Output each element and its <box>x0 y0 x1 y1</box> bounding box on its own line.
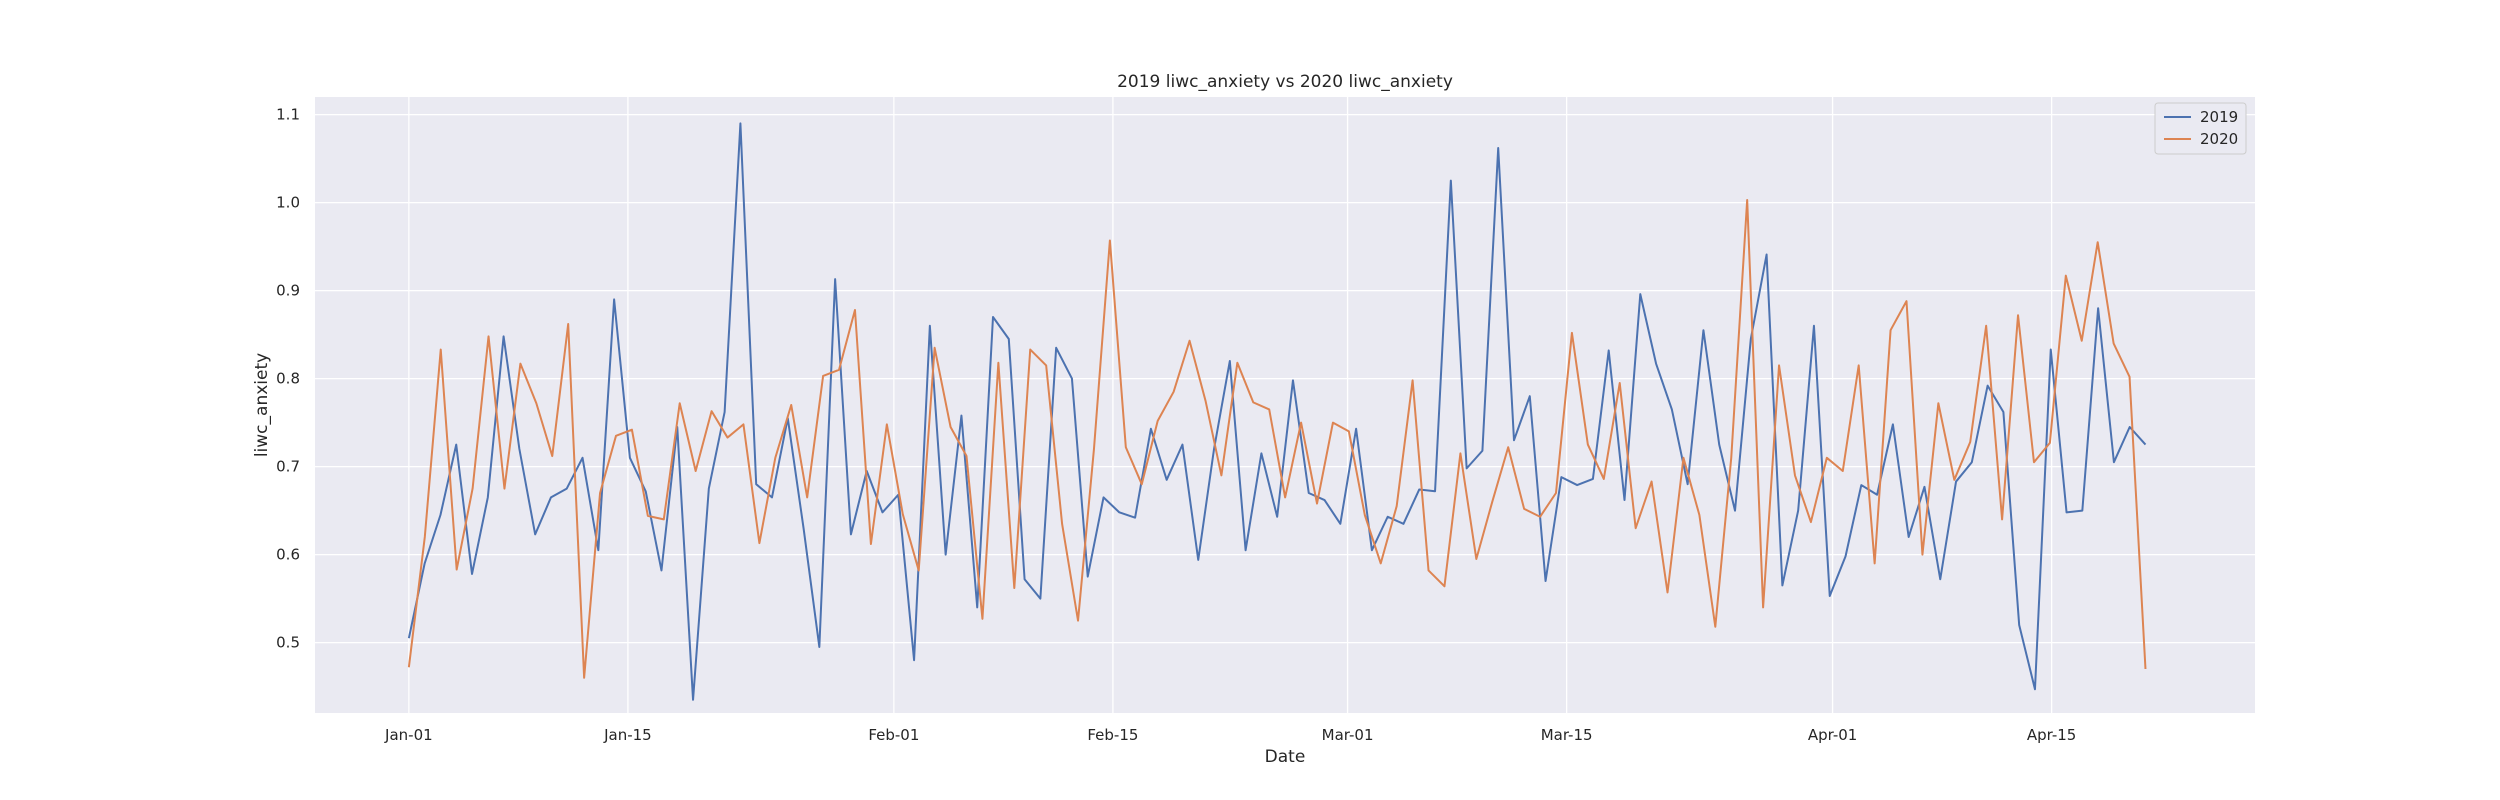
x-tick-label: Jan-01 <box>384 726 433 744</box>
legend-label-2019: 2019 <box>2200 108 2238 126</box>
x-axis-label: Date <box>1265 747 1306 767</box>
chart-title: 2019 liwc_anxiety vs 2020 liwc_anxiety <box>1117 72 1453 92</box>
y-tick-label: 0.6 <box>276 546 300 564</box>
y-tick-label: 0.5 <box>276 634 300 652</box>
x-tick-label: Feb-01 <box>868 726 919 744</box>
y-tick-label: 1.1 <box>276 106 300 124</box>
x-tick-label: Apr-15 <box>2027 726 2077 744</box>
x-tick-label: Mar-15 <box>1541 726 1593 744</box>
y-tick-label: 0.8 <box>276 370 300 388</box>
x-tick-label: Jan-15 <box>603 726 652 744</box>
legend: 2019 2020 <box>2154 102 2247 155</box>
y-tick-label: 1.0 <box>276 194 300 212</box>
y-axis-ticks: 0.5 0.6 0.7 0.8 0.9 1.0 1.1 <box>276 106 300 652</box>
x-tick-label: Mar-01 <box>1322 726 1374 744</box>
x-axis-ticks: Jan-01 Jan-15 Feb-01 Feb-15 Mar-01 Mar-15 Apr-… <box>384 726 2076 744</box>
legend-box <box>2154 102 2247 155</box>
y-tick-label: 0.9 <box>276 282 300 300</box>
y-axis-label: liwc_anxiety <box>252 353 272 457</box>
legend-label-2020: 2020 <box>2200 130 2238 148</box>
series-line-2020 <box>407 198 2147 679</box>
x-tick-label: Feb-15 <box>1087 726 1138 744</box>
series-line-2019 <box>407 122 2147 701</box>
plot-background <box>315 97 2255 713</box>
x-tick-label: Apr-01 <box>1808 726 1858 744</box>
series-lines <box>407 122 2147 701</box>
y-tick-label: 0.7 <box>276 458 300 476</box>
